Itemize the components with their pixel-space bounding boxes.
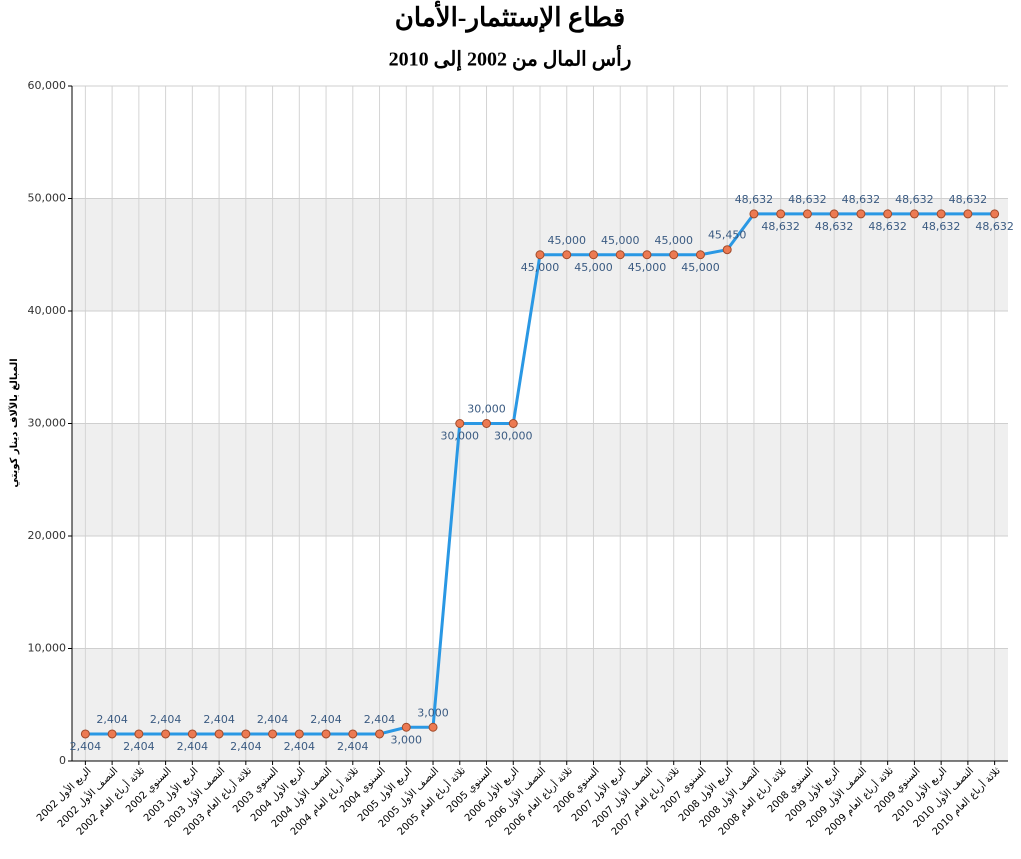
data-label: 2,404 [177, 740, 209, 753]
data-label: 48,632 [868, 220, 907, 233]
data-point [482, 419, 492, 428]
data-label: 48,632 [815, 220, 854, 233]
data-point [829, 209, 839, 219]
data-point [375, 729, 385, 739]
y-tick-label: 50,000 [28, 192, 67, 205]
data-label: 48,632 [922, 220, 961, 233]
chart-title: قطاع الإستثمار-الأمان [395, 0, 625, 33]
chart-subtitle: رأس المال من 2002 إلى 2010 [389, 45, 632, 72]
data-label: 30,000 [494, 430, 533, 443]
data-label: 2,404 [96, 713, 128, 726]
data-label: 45,000 [574, 261, 613, 274]
data-point [990, 209, 1000, 219]
data-label: 48,632 [842, 193, 881, 206]
data-point [187, 729, 197, 739]
data-label: 2,404 [70, 740, 102, 753]
data-label: 45,000 [521, 261, 560, 274]
data-label: 45,000 [681, 261, 720, 274]
data-point [80, 729, 90, 739]
data-label: 48,632 [761, 220, 800, 233]
data-point [321, 729, 331, 739]
data-point [802, 209, 812, 219]
data-point [161, 729, 171, 739]
data-label: 2,404 [310, 713, 342, 726]
data-label: 48,632 [949, 193, 988, 206]
data-label: 45,000 [654, 234, 693, 247]
data-point [508, 419, 518, 428]
data-label: 2,404 [364, 713, 396, 726]
y-tick-label: 20,000 [28, 529, 67, 542]
data-point [749, 209, 759, 219]
data-point [722, 245, 732, 255]
data-point [294, 729, 304, 739]
data-point [669, 250, 679, 260]
data-point [856, 209, 866, 219]
data-point [615, 250, 625, 260]
y-tick-label: 60,000 [28, 79, 67, 92]
data-label: 30,000 [467, 403, 506, 416]
data-label: 30,000 [441, 430, 480, 443]
data-point [134, 729, 144, 739]
data-label: 2,404 [123, 740, 155, 753]
data-point [562, 250, 572, 260]
data-label: 2,404 [230, 740, 262, 753]
data-point [348, 729, 358, 739]
data-point [214, 729, 224, 739]
data-point [642, 250, 652, 260]
y-tick-label: 40,000 [28, 304, 67, 317]
data-label: 3,000 [391, 733, 423, 746]
data-point [241, 729, 251, 739]
data-point [401, 722, 411, 732]
data-label: 45,450 [708, 229, 747, 242]
data-label: 48,632 [975, 220, 1014, 233]
data-point [268, 729, 278, 739]
data-label: 48,632 [895, 193, 934, 206]
data-label: 2,404 [337, 740, 369, 753]
data-label: 45,000 [628, 261, 667, 274]
data-point [455, 419, 465, 428]
y-axis-title: المبالغ بالآلاف دينار كويتي [8, 358, 20, 487]
data-label: 3,000 [417, 706, 449, 719]
data-label: 45,000 [547, 234, 586, 247]
data-point [936, 209, 946, 219]
data-point [909, 209, 919, 219]
data-point [695, 250, 705, 260]
data-label: 2,404 [257, 713, 289, 726]
data-point [963, 209, 973, 219]
y-tick-label: 30,000 [28, 417, 67, 430]
data-label: 45,000 [601, 234, 640, 247]
data-label: 2,404 [203, 713, 235, 726]
data-label: 2,404 [150, 713, 182, 726]
data-point [883, 209, 893, 219]
data-point [428, 722, 438, 732]
data-label: 2,404 [284, 740, 316, 753]
data-point [588, 250, 598, 260]
data-label: 48,632 [788, 193, 827, 206]
data-point [776, 209, 786, 219]
data-point [107, 729, 117, 739]
y-tick-label: 10,000 [28, 642, 67, 655]
y-tick-label: 0 [59, 754, 66, 767]
data-point [535, 250, 545, 260]
data-label: 48,632 [735, 193, 774, 206]
